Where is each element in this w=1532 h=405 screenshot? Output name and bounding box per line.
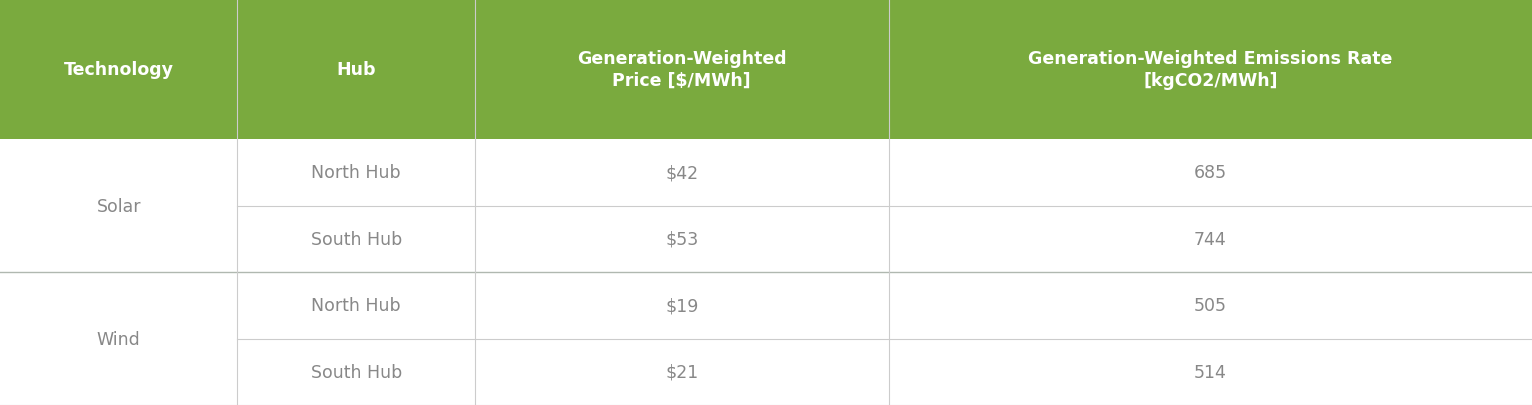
Text: 514: 514 — [1193, 363, 1227, 381]
Text: North Hub: North Hub — [311, 164, 401, 182]
Bar — [0, 0, 1532, 140]
Text: North Hub: North Hub — [311, 296, 401, 315]
Text: Generation-Weighted Emissions Rate
[kgCO2/MWh]: Generation-Weighted Emissions Rate [kgCO… — [1028, 50, 1393, 90]
Bar — [0, 140, 1532, 206]
Text: 685: 685 — [1193, 164, 1227, 182]
Text: South Hub: South Hub — [311, 230, 401, 248]
Bar — [0, 339, 1532, 405]
Bar — [0, 206, 1532, 272]
Bar — [0, 272, 1532, 339]
Text: $53: $53 — [665, 230, 699, 248]
Text: 744: 744 — [1193, 230, 1227, 248]
Text: $21: $21 — [665, 363, 699, 381]
Text: Technology: Technology — [64, 61, 173, 79]
Text: 505: 505 — [1193, 296, 1227, 315]
Text: Wind: Wind — [97, 330, 141, 347]
Text: $19: $19 — [665, 296, 699, 315]
Text: Solar: Solar — [97, 197, 141, 215]
Text: $42: $42 — [665, 164, 699, 182]
Text: Generation-Weighted
Price [$/MWh]: Generation-Weighted Price [$/MWh] — [578, 50, 786, 90]
Text: South Hub: South Hub — [311, 363, 401, 381]
Text: Hub: Hub — [337, 61, 375, 79]
